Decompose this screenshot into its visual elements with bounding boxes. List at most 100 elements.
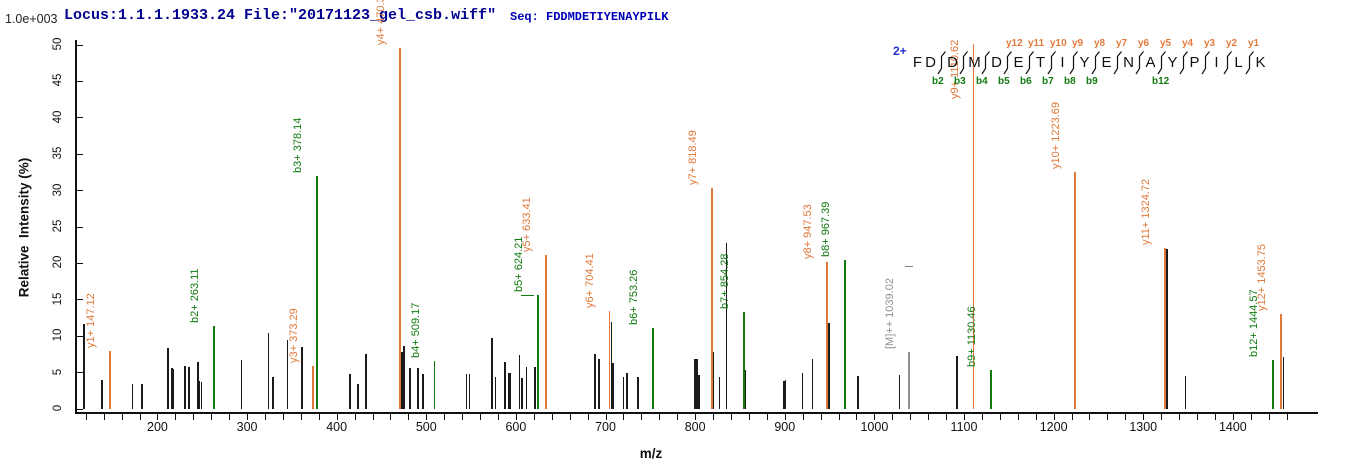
x-axis-tick [946, 413, 948, 420]
peak [521, 377, 523, 409]
peak [610, 321, 613, 409]
x-axis-tick-label: 200 [147, 420, 168, 434]
x-axis-tick [587, 413, 589, 420]
residue-letter: E [1101, 54, 1112, 71]
fragment-divider: b2 [932, 51, 947, 87]
x-axis-tick [264, 413, 266, 420]
x-axis-tick [838, 413, 840, 420]
peak-label: b9+ 1130.46 [966, 306, 979, 367]
y-axis-tick-label: 40 [52, 110, 64, 124]
peak [421, 374, 424, 409]
peak [504, 362, 506, 409]
y-axis-tick-label: 5 [52, 368, 64, 375]
fragment-divider-icon [1069, 51, 1078, 75]
x-axis-tick [1107, 413, 1109, 420]
peak-label: y6+ 704.41 [584, 252, 597, 308]
y-ion-label: y11 [1028, 38, 1045, 49]
x-axis-tick-label: 1200 [1039, 420, 1068, 434]
peak-label: y8+ 947.53 [802, 204, 815, 259]
locus-file-label: Locus:1.1.1.1933.24 File:"20171123_gel_c… [64, 7, 497, 24]
y-axis-tick-label: 30 [52, 183, 64, 196]
annotated-peak [1271, 360, 1274, 409]
peak [172, 368, 175, 409]
annotated-peak [1073, 171, 1076, 409]
fragment-divider-icon [937, 51, 946, 75]
x-axis-tick [229, 413, 231, 420]
fragment-divider-icon [1047, 51, 1056, 75]
y-axis-tick [76, 80, 83, 82]
peak [718, 376, 721, 409]
y-axis-tick [76, 153, 83, 155]
peak-label: b8+ 967.39 [820, 201, 833, 257]
x-axis-tick [515, 413, 517, 420]
label-leader-mark [905, 266, 914, 267]
peak [956, 355, 958, 409]
y-ion-label: y7 [1116, 38, 1128, 49]
fragment-divider: y5 b12 [1152, 38, 1171, 87]
residue-letter: Y [1167, 54, 1178, 71]
annotated-peak [844, 259, 847, 409]
x-axis-tick [659, 413, 661, 420]
fragment-divider-icon [1201, 51, 1210, 75]
residue-letter: N [1123, 54, 1134, 71]
peak [626, 373, 628, 409]
x-axis-tick [605, 413, 607, 420]
b-ion-label: b3 [954, 76, 966, 87]
x-axis-tick [354, 413, 356, 420]
annotated-peak [544, 254, 547, 409]
residue-letter: I [1060, 54, 1065, 71]
peak [509, 373, 512, 409]
x-axis-tick [497, 413, 499, 420]
x-axis-tick [569, 413, 571, 420]
x-axis-tick [748, 413, 750, 420]
x-axis-tick [623, 413, 625, 420]
fragment-divider: y8 b9 [1086, 38, 1105, 87]
annotated-peak [608, 310, 611, 409]
annotated-peak [536, 294, 539, 409]
x-axis-tick-label: 700 [595, 420, 616, 434]
b-ion-label: b8 [1064, 76, 1076, 87]
peak [365, 353, 368, 409]
y-axis-tick [76, 117, 83, 119]
peak [694, 359, 696, 409]
fragment-divider-icon [1179, 51, 1188, 75]
peak [131, 383, 134, 409]
peak [490, 338, 493, 409]
annotated-peak [316, 176, 318, 409]
x-axis-tick [1161, 413, 1163, 420]
peak [83, 323, 85, 409]
fragment-divider: y7 [1113, 38, 1127, 75]
x-axis-tick [318, 413, 320, 420]
fragment-divider-icon [959, 51, 968, 75]
y-ion-label: y5 [1160, 38, 1172, 49]
peak [196, 362, 199, 409]
annotated-peak [652, 328, 655, 409]
x-axis-tick [480, 413, 482, 420]
y-axis-tick-label: 35 [52, 146, 64, 160]
peak [744, 369, 747, 409]
b-ion-label: b5 [998, 76, 1010, 87]
peak [170, 368, 173, 409]
y-ion-label: y2 [1226, 38, 1238, 49]
peak [417, 368, 420, 409]
fragment-divider: y10 b7 [1042, 38, 1067, 87]
peak [267, 333, 270, 409]
x-axis-tick [300, 413, 302, 420]
y-ion-label: y9 [1072, 38, 1084, 49]
residue-letter: D [991, 54, 1002, 71]
y-axis-tick [76, 262, 83, 264]
residue-letter: I [1214, 54, 1219, 71]
peak [712, 352, 714, 409]
x-axis-tick [820, 413, 822, 420]
x-axis-tick [372, 413, 374, 420]
x-axis-tick-label: 500 [415, 420, 437, 434]
peak [198, 381, 201, 409]
b-ion-label: b9 [1086, 76, 1098, 87]
peak [507, 373, 510, 409]
fragment-divider-icon [981, 51, 990, 75]
x-axis-tick [551, 413, 553, 420]
peak [612, 363, 614, 409]
x-axis-tick-label: 1400 [1218, 420, 1247, 434]
